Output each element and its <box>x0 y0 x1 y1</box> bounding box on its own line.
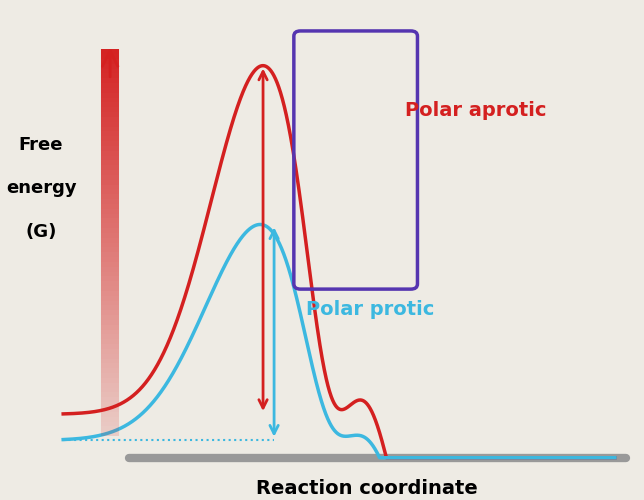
Text: Free: Free <box>19 136 63 154</box>
Text: Reaction coordinate: Reaction coordinate <box>256 478 478 498</box>
Text: energy: energy <box>6 180 77 198</box>
Text: Polar aprotic: Polar aprotic <box>405 100 547 119</box>
Text: Polar protic: Polar protic <box>306 300 434 320</box>
Text: (G): (G) <box>25 222 57 240</box>
